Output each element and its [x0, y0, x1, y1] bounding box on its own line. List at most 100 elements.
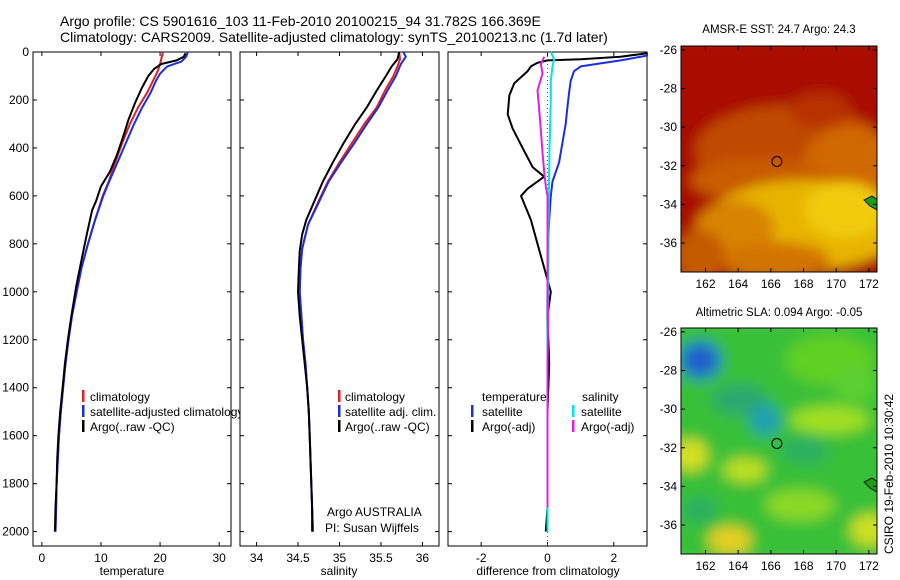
legend-swatch-sal-satellite	[572, 405, 575, 417]
difference-xlabel: difference from climatology	[476, 564, 619, 578]
x-tick-label: 35.5	[369, 551, 393, 565]
map-x-tick-label: 164	[728, 277, 748, 291]
salinity-profile-panel: 34 34.5 35 35.5 36 salinity climatology sate…	[239, 51, 440, 578]
legend-swatch-climatology	[338, 390, 341, 402]
map-x-tick-label: 170	[826, 559, 846, 573]
map-x-tick-label: 170	[826, 277, 846, 291]
map-x-tick-label: 164	[728, 559, 748, 573]
sst-map-ticks: 162 164 166 168 170 172 -26 -28 -30 -32 -34 -36	[660, 43, 880, 291]
header-title-line2: Climatology: CARS2009. Satellite-adjuste…	[60, 29, 608, 45]
argo-float-marker	[771, 156, 783, 167]
map-y-tick-label: -28	[660, 81, 678, 95]
salinity-series-lines	[297, 51, 407, 532]
map-y-tick-label: -36	[660, 236, 678, 250]
x-tick-label: 10	[94, 551, 108, 565]
x-tick-label: 35	[333, 551, 347, 565]
map-y-tick-label: -30	[660, 120, 678, 134]
map-y-tick-label: -34	[660, 197, 678, 211]
map-y-tick-label: -26	[660, 325, 678, 339]
difference-series-lines	[506, 51, 648, 532]
csiro-timestamp-label: CSIRO 19-Feb-2010 10:30:42	[882, 394, 896, 554]
legend-label-satellite: satellite-adjusted climatology	[90, 405, 243, 419]
x-tick-label: 20	[153, 551, 167, 565]
legend-label-temp-argo: Argo(-adj)	[482, 420, 535, 434]
sla-field	[681, 328, 877, 554]
x-tick-label: -2	[476, 551, 487, 565]
x-tick-label: 0	[39, 551, 46, 565]
sla-map-ticks: 162 164 166 168 170 172 -26 -28 -30 -32 -34 -36	[660, 325, 880, 573]
map-y-tick-label: -32	[660, 159, 678, 173]
salinity-axis-ticks: 34 34.5 35 35.5 36	[240, 51, 439, 565]
salinity-xlabel: salinity	[321, 564, 358, 578]
legend-swatch-temp-satellite	[471, 405, 474, 417]
difference-profile-panel: -2 0 2 difference from climatology tempera…	[447, 51, 648, 578]
y-tick-label: 1000	[2, 285, 29, 299]
map-x-tick-label: 166	[761, 559, 781, 573]
x-tick-label: 34.5	[286, 551, 310, 565]
legend-label-temp-satellite: satellite	[482, 405, 523, 419]
sla-map-panel: Altimetric SLA: 0.094 Argo: -0.05	[660, 307, 880, 573]
temperature-plot-frame	[32, 51, 232, 547]
map-y-tick-label: -36	[660, 518, 678, 532]
y-tick-label: 1600	[2, 429, 29, 443]
y-tick-label: 1200	[2, 333, 29, 347]
map-y-tick-label: -28	[660, 363, 678, 377]
y-tick-label: 400	[9, 141, 29, 155]
legend-label-climatology: climatology	[345, 390, 405, 404]
y-tick-label: 1800	[2, 477, 29, 491]
map-x-tick-label: 166	[761, 277, 781, 291]
map-y-tick-label: -30	[660, 402, 678, 416]
temperature-legend: climatology satellite-adjusted climatolo…	[82, 390, 243, 434]
series-line-argo-raw-qc	[297, 51, 401, 532]
difference-legend: temperature satellite Argo(-adj) salinit…	[471, 390, 634, 434]
legend-label-climatology: climatology	[90, 390, 150, 404]
map-x-tick-label: 172	[859, 559, 879, 573]
map-y-tick-label: -26	[660, 43, 678, 57]
series-line-temperature-argo-adj	[506, 52, 648, 532]
series-line-argo-raw-qc	[53, 52, 187, 532]
map-x-tick-label: 172	[859, 277, 879, 291]
sst-field	[681, 46, 877, 272]
x-tick-label: 30	[212, 551, 226, 565]
sst-map-title: AMSR-E SST: 24.7 Argo: 24.3	[702, 24, 855, 36]
x-tick-label: 0	[544, 551, 551, 565]
legend-heading-salinity: salinity	[582, 390, 619, 404]
header-title-line1: Argo profile: CS 5901616_103 11-Feb-2010…	[60, 13, 541, 29]
pi-label: PI: Susan Wijffels	[325, 521, 419, 535]
legend-swatch-argo	[338, 420, 341, 432]
sst-map-frame	[680, 45, 878, 273]
salinity-legend: climatology satellite adj. clim. Argo(..…	[338, 390, 436, 434]
y-tick-label: 600	[9, 189, 29, 203]
legend-swatch-climatology	[82, 390, 85, 402]
sla-map-frame	[680, 327, 878, 555]
legend-label-sal-argo: Argo(-adj)	[581, 420, 634, 434]
map-x-tick-label: 168	[793, 559, 813, 573]
legend-swatch-satellite	[338, 405, 341, 417]
map-x-tick-label: 162	[695, 277, 715, 291]
coastline-icon	[863, 195, 877, 211]
legend-label-argo: Argo(..raw -QC)	[345, 420, 430, 434]
map-y-tick-label: -34	[660, 479, 678, 493]
sla-map-title: Altimetric SLA: 0.094 Argo: -0.05	[696, 307, 863, 319]
legend-swatch-argo	[82, 420, 85, 432]
legend-label-argo: Argo(..raw -QC)	[90, 420, 175, 434]
temperature-axis-ticks: 0 200 400 600 800 1000 1200 1400 1600 1800 2000 0 10…	[2, 45, 231, 565]
map-x-tick-label: 162	[695, 559, 715, 573]
y-tick-label: 800	[9, 237, 29, 251]
coastline-icon	[863, 477, 877, 493]
argo-float-marker	[771, 438, 783, 449]
legend-swatch-temp-argo	[471, 420, 474, 432]
legend-swatch-sal-argo	[572, 420, 575, 432]
temperature-profile-panel: 0 200 400 600 800 1000 1200 1400 1600 1800 2000 0 10…	[2, 45, 243, 578]
map-x-tick-label: 168	[793, 277, 813, 291]
salinity-plot-frame	[239, 51, 440, 547]
x-tick-label: 34	[250, 551, 264, 565]
y-tick-label: 2000	[2, 525, 29, 539]
y-tick-label: 1400	[2, 381, 29, 395]
legend-heading-temperature: temperature	[482, 390, 547, 404]
y-tick-label: 0	[22, 45, 29, 59]
legend-label-satellite: satellite adj. clim.	[345, 405, 436, 419]
legend-label-sal-satellite: satellite	[581, 405, 622, 419]
argo-australia-label: Argo AUSTRALIA	[327, 505, 422, 519]
